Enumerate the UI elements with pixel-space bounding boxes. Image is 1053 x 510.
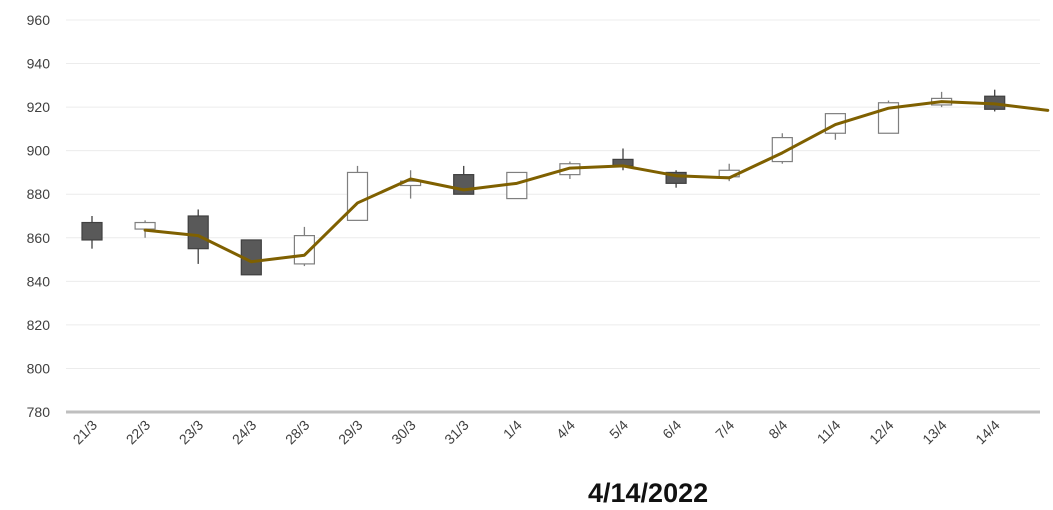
x-tick-label: 8/4 (765, 417, 790, 442)
y-tick-label: 900 (27, 143, 51, 159)
y-tick-label: 800 (27, 360, 51, 376)
y-tick-label: 860 (27, 230, 51, 246)
x-tick-label: 4/4 (553, 417, 578, 442)
x-tick-label: 29/3 (335, 417, 366, 448)
candle-body-up (134, 221, 156, 230)
chart-title: 4/14/2022 (588, 478, 709, 508)
x-tick-label: 23/3 (176, 417, 207, 448)
y-tick-label: 880 (27, 186, 51, 202)
y-tick-label: 920 (27, 99, 51, 115)
candle (81, 216, 103, 249)
x-tick-label: 30/3 (388, 417, 419, 448)
y-tick-label: 820 (27, 317, 51, 333)
x-tick-label: 21/3 (70, 417, 101, 448)
x-tick-label: 11/4 (814, 417, 844, 447)
y-axis-ticks: 780 800 820 840 860 880 900 920 940 960 (27, 12, 51, 420)
moving-average-line-group (143, 100, 1050, 264)
x-tick-label: 14/4 (972, 417, 1003, 448)
x-tick-label: 31/3 (441, 417, 472, 448)
x-tick-label: 22/3 (123, 417, 154, 448)
candle (771, 133, 793, 164)
candle-body-down (187, 215, 209, 250)
moving-average-line (143, 100, 1050, 264)
candle (665, 170, 687, 188)
x-tick-label: 12/4 (866, 417, 897, 448)
candle (240, 239, 262, 276)
x-tick-label: 7/4 (712, 417, 737, 442)
x-tick-label: 13/4 (919, 417, 950, 448)
y-tick-label: 960 (27, 12, 51, 28)
x-axis-ticks: 21/3 22/3 23/3 24/3 28/3 29/3 30/3 31/3 1/4 4/4 5/… (70, 417, 1003, 448)
candle (877, 100, 900, 134)
x-tick-label: 28/3 (282, 417, 313, 448)
candle-body-down (81, 221, 103, 241)
y-tick-label: 840 (27, 273, 51, 289)
x-tick-label: 6/4 (659, 417, 684, 442)
candle-body-down (665, 171, 687, 184)
x-tick-label: 24/3 (229, 417, 260, 448)
x-tick-label: 5/4 (606, 417, 631, 442)
candle (930, 91, 953, 108)
x-tick-label: 1/4 (500, 417, 525, 442)
candle (984, 89, 1006, 112)
candle-body-up (346, 171, 369, 221)
gridlines (66, 19, 1040, 369)
y-tick-label: 780 (27, 404, 51, 420)
candle (346, 165, 369, 221)
candles (81, 89, 1006, 276)
y-tick-label: 940 (27, 56, 51, 72)
